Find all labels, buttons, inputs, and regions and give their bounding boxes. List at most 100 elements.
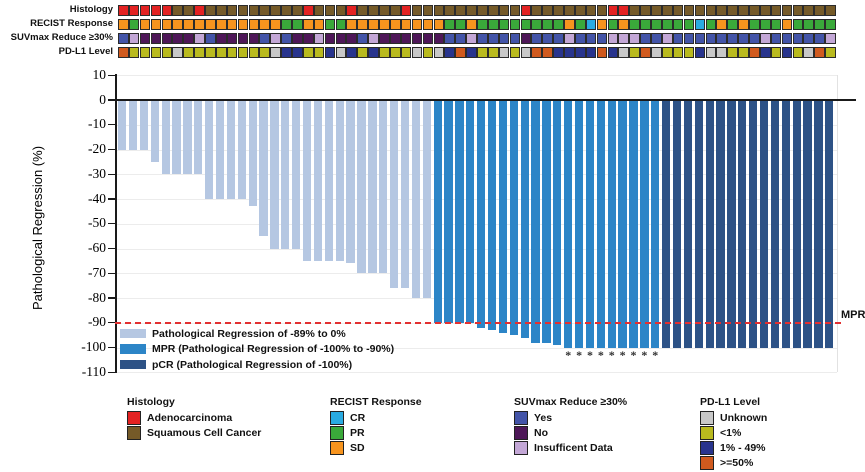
patient-bar — [400, 101, 410, 289]
track-cell-pdl1 — [487, 47, 499, 58]
legend-item-label: PR — [350, 426, 365, 439]
patient-bar — [302, 101, 312, 261]
track-cell-histology — [727, 5, 738, 16]
significance-asterisk: * — [608, 348, 615, 362]
legend-item-label: Insufficent Data — [534, 441, 613, 454]
track-cell-suvmax — [128, 33, 140, 44]
track-cell-pdl1 — [781, 47, 793, 58]
track-cell-pdl1 — [400, 47, 412, 58]
patient-bar — [618, 101, 627, 348]
track-cell-histology — [357, 5, 368, 16]
y-tick-label: -110 — [81, 363, 106, 379]
track-cell-pdl1 — [672, 47, 684, 58]
track-cell-recist — [324, 19, 336, 30]
track-cell-suvmax — [139, 33, 151, 44]
track-cell-recist — [346, 19, 358, 30]
track-cell-pdl1 — [411, 47, 423, 58]
track-cell-recist — [759, 19, 771, 30]
track-cell-histology — [422, 5, 434, 16]
patient-bar — [455, 101, 464, 323]
legend-swatch — [700, 441, 714, 455]
track-cell-suvmax — [509, 33, 521, 44]
track-cell-histology — [509, 5, 521, 16]
gridline — [115, 298, 837, 299]
track-cell-histology — [498, 5, 510, 16]
patient-bar — [705, 101, 714, 348]
track-cell-histology — [564, 5, 575, 16]
track-cell-suvmax — [607, 33, 619, 44]
patient-bar — [183, 101, 192, 175]
significance-asterisk: * — [652, 348, 659, 362]
track-label-recist: RECIST Response — [30, 17, 113, 29]
legend-swatch — [330, 441, 344, 455]
y-tick-mark — [108, 247, 115, 250]
track-cell-pdl1 — [455, 47, 466, 58]
plot-legend-label: pCR (Pathological Regression of -100%) — [152, 358, 353, 371]
track-cell-pdl1 — [346, 47, 358, 58]
track-cell-histology — [792, 5, 804, 16]
track-cell-histology — [346, 5, 358, 16]
track-cell-suvmax — [716, 33, 727, 44]
patient-bar — [150, 101, 159, 162]
legend-group-title: PD-L1 Level — [700, 396, 761, 408]
track-cell-recist — [335, 19, 347, 30]
track-cell-pdl1 — [770, 47, 782, 58]
gridline — [115, 248, 837, 250]
patient-bar — [433, 101, 442, 323]
track-cell-pdl1 — [444, 47, 455, 58]
track-cell-suvmax — [466, 33, 477, 44]
track-cell-recist — [139, 19, 151, 30]
track-cell-pdl1 — [814, 47, 825, 58]
track-cell-recist — [281, 19, 292, 30]
track-cell-recist — [781, 19, 793, 30]
track-cell-pdl1 — [749, 47, 760, 58]
legend-swatch — [127, 426, 141, 440]
y-tick-label: 10 — [92, 66, 107, 82]
track-cell-recist — [368, 19, 379, 30]
track-cell-recist — [270, 19, 281, 30]
track-cell-recist — [651, 19, 662, 30]
track-cell-recist — [683, 19, 695, 30]
y-tick-label: -20 — [88, 141, 106, 156]
track-cell-recist — [585, 19, 597, 30]
patient-bar — [346, 101, 355, 264]
track-cell-suvmax — [803, 33, 815, 44]
track-cell-pdl1 — [281, 47, 292, 58]
significance-asterisk: * — [597, 348, 604, 362]
track-cell-histology — [368, 5, 379, 16]
track-cell-suvmax — [270, 33, 281, 44]
patient-bar — [270, 101, 279, 249]
y-tick-mark — [108, 297, 115, 299]
track-cell-suvmax — [825, 33, 836, 44]
track-cell-histology — [292, 5, 303, 16]
track-cell-suvmax — [215, 33, 227, 44]
patient-bar — [259, 101, 268, 237]
track-cell-pdl1 — [433, 47, 445, 58]
track-cell-suvmax — [226, 33, 238, 44]
legend-item-label: Unknown — [720, 411, 768, 424]
legend-group-title: SUVmax Reduce ≥30% — [514, 396, 628, 408]
gridline — [115, 372, 837, 374]
patient-bar — [607, 101, 616, 348]
track-cell-histology — [161, 5, 173, 16]
y-tick-label: -10 — [88, 116, 106, 132]
track-cell-histology — [781, 5, 793, 16]
track-cell-pdl1 — [662, 47, 673, 58]
track-cell-suvmax — [618, 33, 630, 44]
track-cell-histology — [596, 5, 608, 16]
track-cell-pdl1 — [139, 47, 151, 58]
y-tick-mark — [108, 371, 115, 373]
y-tick-mark — [108, 124, 115, 126]
track-cell-histology — [118, 5, 129, 16]
track-cell-suvmax — [672, 33, 684, 44]
track-cell-histology — [400, 5, 412, 16]
plot-legend-swatch — [120, 328, 146, 338]
track-cell-recist — [672, 19, 684, 30]
patient-bar — [118, 101, 127, 150]
patient-bar — [542, 101, 551, 343]
track-cell-histology — [379, 5, 390, 16]
track-cell-pdl1 — [727, 47, 738, 58]
y-tick-label: -70 — [88, 264, 106, 280]
track-cell-recist — [792, 19, 804, 30]
